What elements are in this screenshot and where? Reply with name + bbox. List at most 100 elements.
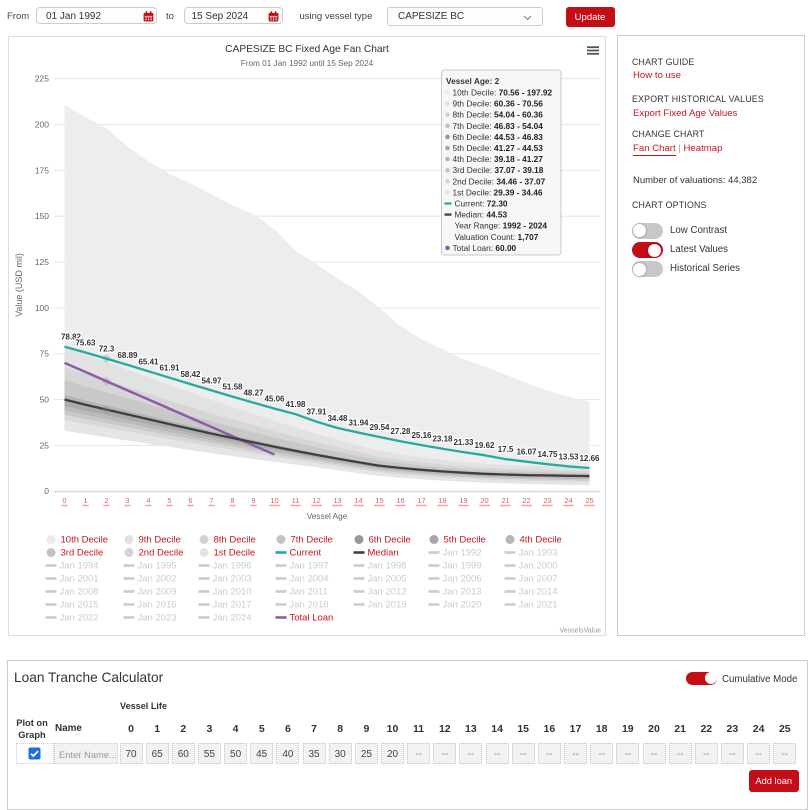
svg-text:17: 17 [417,496,425,505]
svg-text:Jan 2014: Jan 2014 [519,587,558,598]
svg-text:20: 20 [480,496,488,505]
svg-text:25: 25 [40,440,50,450]
svg-text:11: 11 [292,496,300,505]
svg-text:9th Decile: 9th Decile [139,535,181,546]
svg-text:6th Decile: 44.53 - 46.83: 6th Decile: 44.53 - 46.83 [453,132,544,142]
svg-text:3: 3 [125,496,129,505]
svg-text:14: 14 [354,496,362,505]
svg-text:23: 23 [543,496,551,505]
svg-text:Jan 2016: Jan 2016 [138,600,177,611]
svg-text:8th Decile: 54.04 - 60.36: 8th Decile: 54.04 - 60.36 [453,110,544,120]
svg-text:Jan 2019: Jan 2019 [368,600,407,611]
svg-text:Jan 2023: Jan 2023 [138,613,177,624]
svg-text:Jan 1992: Jan 1992 [443,548,482,559]
svg-text:100: 100 [35,303,49,313]
svg-text:61.91: 61.91 [159,364,180,373]
svg-text:12: 12 [312,496,320,505]
svg-text:6: 6 [188,496,192,505]
svg-text:Jan 2020: Jan 2020 [443,600,482,611]
svg-text:150: 150 [35,211,49,221]
svg-text:51.58: 51.58 [222,383,243,392]
svg-text:68.89: 68.89 [117,351,138,360]
svg-text:Jan 2012: Jan 2012 [368,587,407,598]
svg-text:1: 1 [83,496,87,505]
svg-text:6th Decile: 6th Decile [369,535,411,546]
svg-text:18: 18 [438,496,446,505]
svg-text:175: 175 [35,165,49,175]
svg-text:Jan 2005: Jan 2005 [368,574,407,585]
svg-text:Jan 2000: Jan 2000 [519,561,558,572]
svg-text:7: 7 [209,496,213,505]
svg-text:9th Decile: 60.36 - 70.56: 9th Decile: 60.36 - 70.56 [453,99,544,109]
svg-text:2: 2 [104,496,108,505]
svg-text:25: 25 [585,496,593,505]
svg-text:24: 24 [564,496,572,505]
svg-text:Jan 2024: Jan 2024 [213,613,252,624]
svg-text:5th Decile: 5th Decile [444,535,486,546]
svg-text:14.75: 14.75 [537,450,558,459]
svg-text:1st Decile: 1st Decile [214,548,256,559]
svg-text:225: 225 [35,74,49,84]
svg-text:VesselsValue: VesselsValue [559,628,601,635]
svg-text:Current: 72.30: Current: 72.30 [455,199,508,209]
svg-text:CAPESIZE BC Fixed Age Fan Char: CAPESIZE BC Fixed Age Fan Chart [225,44,389,55]
svg-text:21: 21 [501,496,509,505]
svg-text:15: 15 [375,496,383,505]
svg-text:16: 16 [396,496,404,505]
svg-text:0: 0 [62,496,66,505]
svg-text:23.18: 23.18 [432,435,453,444]
svg-text:5th Decile: 41.27 - 44.53: 5th Decile: 41.27 - 44.53 [453,143,544,153]
svg-text:10th Decile: 10th Decile [61,535,109,546]
svg-text:65.41: 65.41 [138,357,159,366]
svg-text:75.63: 75.63 [75,339,96,348]
svg-text:Jan 2004: Jan 2004 [290,574,329,585]
svg-text:Total Loan: 60.00: Total Loan: 60.00 [453,243,517,253]
svg-text:25.16: 25.16 [411,431,432,440]
svg-text:5: 5 [167,496,171,505]
svg-text:Median: Median [368,548,399,559]
svg-text:4: 4 [146,496,150,505]
svg-text:125: 125 [35,257,49,267]
svg-text:Year Range: 1992 - 2024: Year Range: 1992 - 2024 [455,221,548,231]
svg-text:48.27: 48.27 [243,389,264,398]
svg-text:31.94: 31.94 [348,419,369,428]
svg-text:16.07: 16.07 [516,448,537,457]
svg-text:Jan 1997: Jan 1997 [290,561,329,572]
svg-text:19: 19 [459,496,467,505]
svg-text:2nd Decile: 2nd Decile [139,548,184,559]
svg-text:7th Decile: 7th Decile [291,535,333,546]
svg-text:Vessel Age: 2: Vessel Age: 2 [446,76,500,86]
svg-text:21.33: 21.33 [453,438,474,447]
svg-text:Jan 2002: Jan 2002 [138,574,177,585]
svg-text:Value (USD mil): Value (USD mil) [14,253,24,317]
svg-text:Jan 2006: Jan 2006 [443,574,482,585]
svg-text:Jan 2013: Jan 2013 [443,587,482,598]
svg-text:22: 22 [522,496,530,505]
svg-text:7th Decile: 46.83 - 54.04: 7th Decile: 46.83 - 54.04 [453,121,544,131]
svg-text:3rd Decile: 37.07 - 39.18: 3rd Decile: 37.07 - 39.18 [453,165,544,175]
svg-text:13: 13 [333,496,341,505]
svg-text:Jan 2009: Jan 2009 [138,587,177,598]
svg-text:3rd Decile: 3rd Decile [61,548,104,559]
svg-text:Jan 2001: Jan 2001 [60,574,99,585]
svg-text:Vessel Age: Vessel Age [307,512,348,521]
svg-text:Jan 2010: Jan 2010 [213,587,252,598]
svg-text:Jan 2015: Jan 2015 [60,600,99,611]
svg-text:Jan 2003: Jan 2003 [213,574,252,585]
svg-text:Total Loan: Total Loan [290,613,334,624]
svg-text:8: 8 [230,496,234,505]
svg-text:75: 75 [40,349,50,359]
svg-text:Jan 2008: Jan 2008 [60,587,99,598]
svg-text:17.5: 17.5 [498,445,514,454]
svg-text:0: 0 [44,486,49,496]
svg-text:Jan 1996: Jan 1996 [213,561,252,572]
svg-text:Jan 1993: Jan 1993 [519,548,558,559]
svg-text:Jan 1998: Jan 1998 [368,561,407,572]
svg-text:58.42: 58.42 [180,370,201,379]
svg-text:78.82: 78.82 [61,333,82,342]
svg-text:10: 10 [270,496,278,505]
svg-text:10th Decile: 70.56 - 197.92: 10th Decile: 70.56 - 197.92 [453,88,553,98]
svg-text:12.66: 12.66 [579,454,600,463]
svg-text:Valuation Count: 1,707: Valuation Count: 1,707 [455,232,539,242]
svg-text:Jan 2021: Jan 2021 [519,600,558,611]
